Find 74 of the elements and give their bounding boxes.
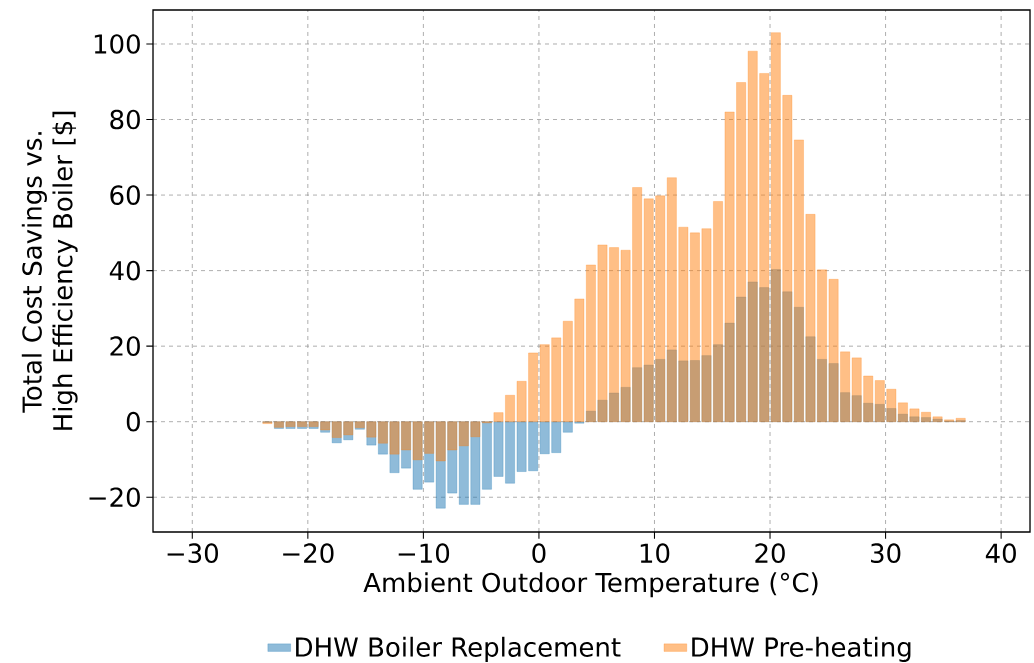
bar — [401, 421, 411, 451]
x-tick-label: 30 — [871, 543, 901, 564]
bar — [597, 244, 608, 422]
bar — [620, 249, 631, 422]
bar — [609, 247, 619, 422]
x-tick-label: 10 — [640, 543, 670, 564]
bar — [586, 264, 596, 422]
bar — [701, 228, 712, 422]
bar — [378, 421, 388, 444]
bar — [840, 351, 851, 422]
bar — [528, 421, 539, 472]
x-tick-label: 40 — [985, 543, 1016, 564]
bar — [551, 337, 562, 422]
bar — [528, 352, 539, 422]
y-tick-label: 80 — [110, 109, 140, 130]
y-axis-title: Total Cost Savings vs. High Efficiency Boiler [$] — [21, 111, 78, 430]
bar — [562, 320, 573, 422]
bar — [909, 408, 920, 422]
bar — [851, 357, 862, 422]
bar — [505, 394, 515, 422]
bar — [736, 82, 747, 422]
bar — [435, 421, 446, 462]
bar — [678, 226, 689, 422]
bar — [493, 421, 504, 477]
bar — [551, 421, 562, 453]
bar — [516, 381, 527, 422]
bar — [828, 279, 839, 422]
bar — [424, 421, 435, 454]
bar — [805, 214, 816, 422]
y-tick-label: 0 — [126, 411, 140, 432]
x-axis-title: Ambient Outdoor Temperature (°C) — [363, 572, 818, 598]
bar — [724, 111, 735, 422]
legend-label: DHW Pre-heating — [692, 636, 911, 662]
x-tick-label: −30 — [167, 543, 218, 564]
bar — [874, 380, 885, 422]
bar — [886, 388, 897, 422]
bar — [759, 73, 770, 422]
bar — [747, 50, 758, 422]
bar — [505, 421, 515, 484]
y-tick-label: 100 — [94, 34, 140, 54]
y-tick-label: 20 — [110, 336, 140, 356]
y-tick-label: 60 — [110, 185, 140, 205]
bar — [782, 95, 793, 422]
bar — [632, 187, 643, 422]
legend-label: DHW Boiler Replacement — [296, 636, 621, 662]
bar — [539, 421, 550, 455]
bar — [655, 195, 666, 422]
x-tick-label: −10 — [398, 543, 450, 564]
bar — [794, 139, 804, 422]
bar — [539, 344, 550, 422]
y-tick-label: 40 — [109, 260, 140, 281]
bar — [898, 402, 908, 422]
bar — [817, 269, 827, 422]
bar — [516, 421, 527, 472]
bar — [493, 412, 504, 422]
bar — [666, 177, 677, 422]
bar — [447, 421, 458, 451]
bar — [562, 421, 573, 433]
bar — [412, 421, 423, 461]
bar — [690, 232, 700, 422]
x-tick-label: 0 — [532, 543, 546, 564]
x-tick-label: −20 — [283, 543, 334, 564]
bar — [921, 411, 931, 422]
bar — [458, 421, 469, 447]
bar — [863, 375, 874, 422]
bar — [643, 198, 654, 422]
bar — [389, 421, 400, 455]
bar — [770, 32, 781, 422]
bar — [470, 421, 481, 438]
y-tick-label: −20 — [89, 487, 140, 508]
bar — [482, 421, 492, 490]
bar — [713, 201, 723, 422]
bar — [574, 298, 585, 422]
x-tick-label: 20 — [755, 543, 785, 564]
